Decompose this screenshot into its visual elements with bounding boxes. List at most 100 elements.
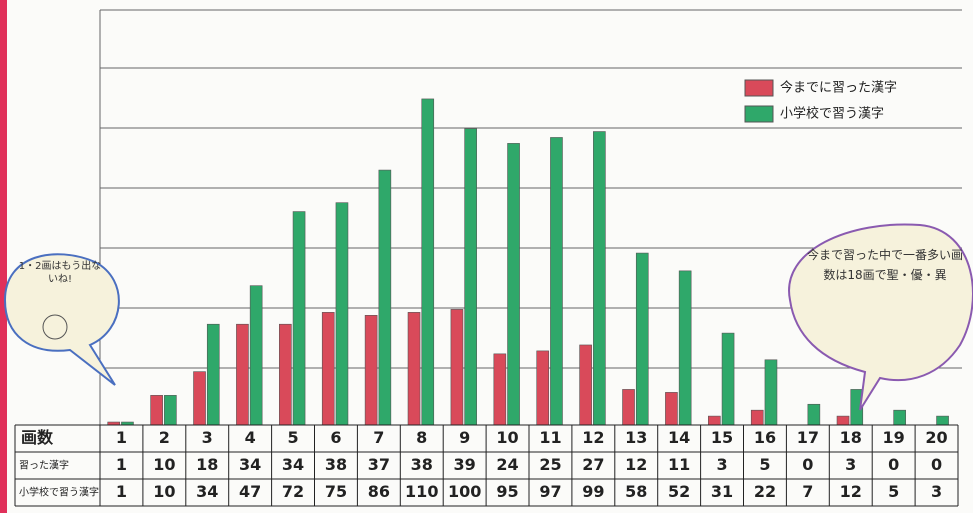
row-header: 画数 (21, 428, 54, 447)
x-tick-label: 14 (668, 428, 690, 447)
table-value: 75 (325, 482, 347, 501)
x-tick-label: 8 (416, 428, 427, 447)
x-tick-label: 1 (116, 428, 127, 447)
bar (507, 143, 520, 426)
table-value: 1 (116, 455, 127, 474)
table-value: 22 (754, 482, 776, 501)
bar (678, 270, 692, 426)
x-tick-label: 9 (459, 428, 470, 447)
speech-bubble-left (3, 253, 120, 386)
table-value: 47 (239, 482, 261, 501)
table-value: 34 (196, 482, 218, 501)
table-value: 86 (368, 482, 390, 501)
grid (99, 9, 962, 425)
paper-edge (0, 0, 7, 513)
bar (450, 309, 464, 426)
bar (665, 392, 678, 426)
bar (236, 323, 249, 426)
table-value: 7 (802, 482, 813, 501)
table-value: 100 (448, 482, 481, 501)
table-value: 1 (116, 482, 127, 501)
table-value: 25 (539, 455, 561, 474)
table-value: 11 (668, 455, 690, 474)
table-value: 5 (759, 455, 770, 474)
table-value: 31 (711, 482, 733, 501)
legend-label: 小学校で習う漢字 (780, 106, 884, 122)
bar (292, 211, 306, 426)
table-value: 24 (496, 455, 518, 474)
bar (464, 128, 477, 426)
table-value: 0 (931, 455, 942, 474)
table-value: 10 (153, 482, 175, 501)
table-value: 39 (454, 455, 476, 474)
x-tick-label: 6 (330, 428, 341, 447)
bar (150, 395, 163, 426)
annotation-left-box: 1・2画はもう出ないね! (18, 261, 102, 285)
bar (421, 98, 435, 426)
table-value: 38 (325, 455, 347, 474)
bar (407, 312, 421, 426)
bar (364, 315, 378, 426)
table-value: 0 (802, 455, 813, 474)
bar (750, 409, 764, 426)
bar (622, 389, 635, 426)
x-tick-label: 10 (496, 428, 518, 447)
row-label: 小学校で習う漢字 (19, 486, 99, 499)
annotation-right-box: 今まで習った中で一番多い画数は18画で聖・優・異 (806, 248, 963, 282)
table-value: 10 (153, 455, 175, 474)
table-value: 3 (845, 455, 856, 474)
bar (249, 285, 263, 426)
x-tick-label: 2 (159, 428, 170, 447)
row-label: 習った漢字 (19, 459, 69, 472)
bar (550, 137, 563, 426)
bar (807, 403, 821, 426)
annotation-left: 1・2画はもう出ないね! (18, 261, 102, 285)
table-value: 3 (931, 482, 942, 501)
table-value: 37 (368, 455, 390, 474)
table-value: 12 (625, 455, 647, 474)
x-tick-label: 19 (883, 428, 905, 447)
annotation-right: 今まで習った中で一番多い画数は18画で聖・優・異 (806, 248, 963, 282)
table-value: 95 (496, 482, 518, 501)
legend-swatch (744, 105, 774, 123)
x-tick-label: 16 (754, 428, 776, 447)
bar (279, 323, 292, 426)
x-tick-label: 15 (711, 428, 733, 447)
table-value: 110 (405, 482, 438, 501)
table-value: 18 (196, 455, 218, 474)
x-tick-label: 7 (373, 428, 384, 447)
table-value: 99 (582, 482, 604, 501)
bar (836, 415, 850, 426)
table-value: 34 (239, 455, 261, 474)
bar (635, 252, 649, 426)
table-value: 97 (539, 482, 561, 501)
bar (764, 359, 778, 426)
bar (708, 415, 721, 426)
bar (206, 323, 220, 426)
smiley (42, 314, 68, 340)
x-tick-label: 4 (245, 428, 256, 447)
table-value: 38 (411, 455, 433, 474)
table-value: 58 (625, 482, 647, 501)
bar (579, 344, 592, 426)
x-tick-label: 12 (582, 428, 604, 447)
bar (321, 312, 335, 426)
x-tick-label: 13 (625, 428, 647, 447)
bar (493, 353, 507, 426)
table-value: 27 (582, 455, 604, 474)
legend-swatch (744, 79, 774, 97)
legend-label: 今までに習った漢字 (780, 80, 897, 96)
bar (335, 202, 349, 426)
table-value: 72 (282, 482, 304, 501)
x-tick-label: 5 (287, 428, 298, 447)
bar (593, 131, 606, 426)
table-value: 5 (888, 482, 899, 501)
bar (164, 395, 177, 426)
table-value: 12 (840, 482, 862, 501)
bar (378, 169, 392, 426)
table-value: 34 (282, 455, 304, 474)
x-tick-label: 11 (539, 428, 561, 447)
x-tick-label: 17 (797, 428, 819, 447)
x-tick-label: 20 (925, 428, 947, 447)
